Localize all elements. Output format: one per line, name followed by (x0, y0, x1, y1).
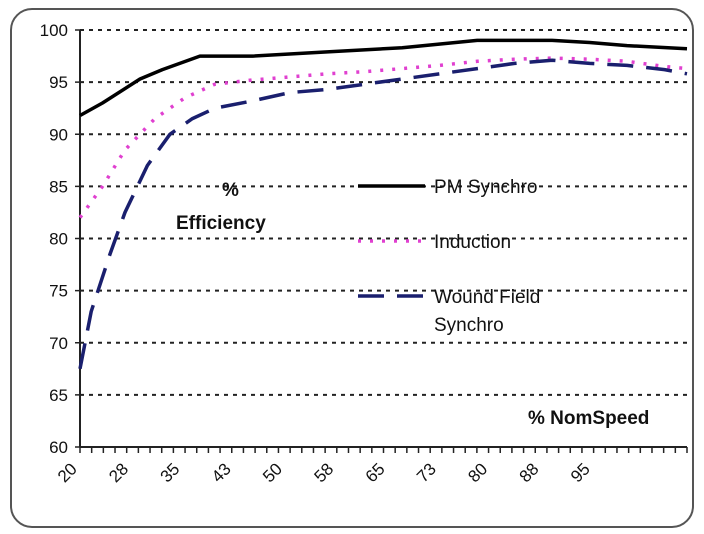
y-tick-label-75: 75 (49, 282, 68, 301)
legend-label-2: Induction (434, 232, 511, 253)
legend-label-1: PM Synchro (434, 177, 537, 198)
x-tick-label-88: 88 (516, 459, 543, 486)
legend-label-3: Wound Field Synchro (434, 287, 540, 336)
chart-frame (10, 8, 694, 528)
y-tick-label-100: 100 (40, 21, 68, 40)
x-tick-label-20: 20 (54, 459, 81, 486)
series-line-1 (79, 38, 688, 118)
legend-label-line: Induction (434, 232, 511, 253)
y-tick-label-70: 70 (49, 334, 68, 353)
x-tick-label-35: 35 (157, 459, 184, 486)
gridlines (80, 29, 687, 396)
x-tick-label-80: 80 (464, 459, 491, 486)
y-axis-label-percent: % (222, 180, 239, 201)
x-tick-label-28: 28 (105, 459, 132, 486)
y-tick-label-90: 90 (49, 125, 68, 144)
legend-label-line: Synchro (434, 315, 504, 336)
x-tick-label-95: 95 (567, 459, 594, 486)
x-tick-label-73: 73 (413, 459, 440, 486)
y-tick-label-65: 65 (49, 386, 68, 405)
x-axis-label: % NomSpeed (528, 408, 649, 429)
x-tick-label-58: 58 (311, 459, 338, 486)
x-tick-label-43: 43 (208, 459, 235, 486)
legend-label-line: PM Synchro (434, 177, 537, 198)
legend: PM Synchro Induction Wound Field Synchro (358, 177, 540, 336)
y-tick-label-85: 85 (49, 177, 68, 196)
legend-label-line: Wound Field (434, 287, 540, 308)
y-tick-label-95: 95 (49, 73, 68, 92)
series-line-3 (78, 58, 688, 370)
x-tick-label-50: 50 (259, 459, 286, 486)
x-tick-labels: 20 28 35 43 50 58 65 73 80 88 95 (54, 459, 594, 486)
series-lines (78, 38, 688, 370)
y-tick-label-60: 60 (49, 438, 68, 457)
y-tick-labels: 60 65 70 75 80 85 90 95 100 (40, 21, 68, 457)
axes (75, 29, 688, 453)
y-tick-label-80: 80 (49, 230, 68, 249)
x-tick-label-65: 65 (362, 459, 389, 486)
y-axis-label-efficiency: Efficiency (176, 213, 266, 234)
